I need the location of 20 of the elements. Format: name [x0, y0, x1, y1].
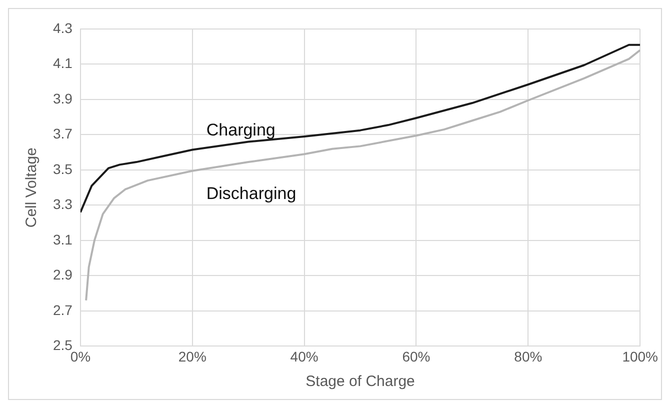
y-tick-label: 4.1	[52, 55, 73, 72]
y-tick-label: 3.1	[52, 231, 73, 248]
y-tick-label: 3.5	[52, 160, 73, 177]
x-tick-label: 0%	[70, 348, 91, 364]
series-label: Charging	[206, 120, 276, 140]
x-axis-title: Stage of Charge	[306, 373, 415, 390]
y-axis-title: Cell Voltage	[23, 148, 40, 228]
x-tick-label: 40%	[290, 348, 318, 364]
series-label: Discharging	[206, 184, 296, 203]
y-tick-label: 3.3	[52, 196, 73, 212]
x-tick-label: 60%	[402, 348, 430, 364]
y-tick-label: 3.9	[52, 90, 73, 106]
x-tick-label: 100%	[622, 348, 658, 364]
y-tick-label: 2.5	[52, 337, 73, 354]
x-tick-label: 80%	[514, 348, 542, 364]
x-tick-label: 20%	[178, 348, 206, 364]
y-tick-label: 2.9	[52, 266, 73, 283]
y-tick-label: 3.7	[52, 126, 73, 142]
y-tick-label: 4.3	[52, 20, 73, 36]
y-tick-label: 2.7	[52, 302, 73, 318]
